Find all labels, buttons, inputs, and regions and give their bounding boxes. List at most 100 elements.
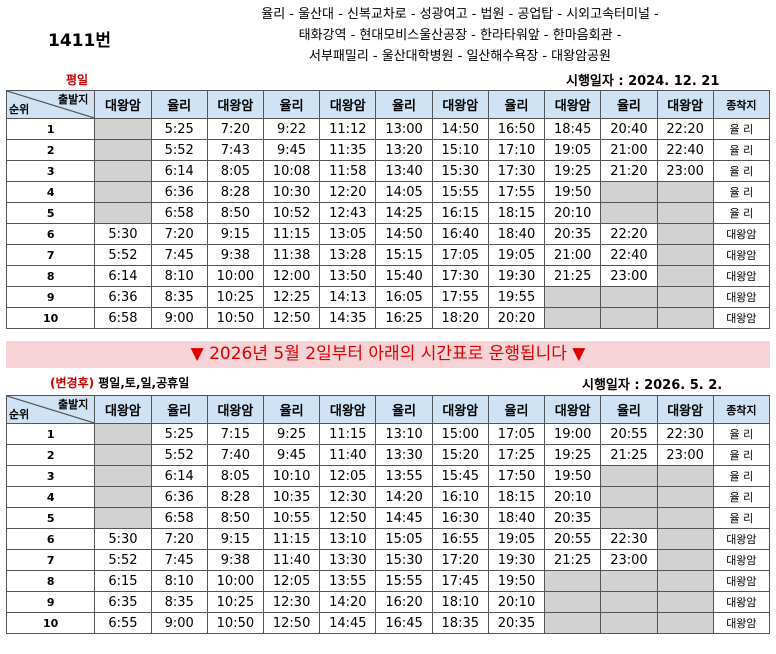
- departure-time-cell: 6:36: [94, 286, 152, 308]
- destination-cell: 율 리: [712, 181, 771, 203]
- column-header: 대왕암: [544, 395, 602, 424]
- departure-time-cell: 13:30: [319, 549, 377, 571]
- departure-time-cell: 12:25: [262, 286, 321, 308]
- departure-time-cell: 5:25: [150, 118, 208, 140]
- rank-cell: 8: [5, 570, 96, 592]
- departure-time-cell: 7:43: [206, 139, 265, 161]
- departure-time-cell: 22:20: [656, 118, 714, 140]
- departure-time-cell: 16:45: [375, 612, 433, 634]
- departure-time-cell: 7:45: [150, 244, 208, 266]
- departure-time-cell: 12:30: [262, 591, 321, 613]
- empty-cell: [544, 612, 602, 634]
- destination-cell: 율 리: [712, 202, 771, 224]
- empty-cell: [656, 265, 714, 287]
- diagonal-line: [7, 396, 94, 423]
- departure-time-cell: 16:50: [487, 118, 546, 140]
- empty-cell: [600, 612, 658, 634]
- destination-cell: 대왕암: [712, 223, 771, 245]
- empty-cell: [94, 202, 152, 224]
- column-header: 대왕암: [94, 395, 152, 424]
- departure-time-cell: 9:25: [262, 423, 321, 445]
- rank-cell: 3: [5, 465, 96, 487]
- empty-cell: [656, 244, 714, 266]
- departure-time-cell: 6:58: [94, 307, 152, 329]
- departure-time-cell: 18:15: [487, 486, 546, 508]
- departure-time-cell: 21:25: [544, 549, 602, 571]
- departure-time-cell: 19:30: [487, 549, 546, 571]
- column-header: 율리: [600, 90, 658, 119]
- rank-cell: 5: [5, 507, 96, 529]
- table-row: 1 5:25 7:20 9:22 11:12 13:00 14:50 16:50 18:45 20…: [5, 118, 771, 140]
- departure-time-cell: 20:55: [600, 423, 658, 445]
- departure-time-cell: 12:30: [319, 486, 377, 508]
- table-row: 6 5:30 7:20 9:15 11:15 13:05 14:50 16:40 18:40 20…: [5, 223, 771, 245]
- departure-time-cell: 11:58: [319, 160, 377, 182]
- departure-time-cell: 16:55: [431, 528, 489, 550]
- departure-time-cell: 22:40: [600, 244, 658, 266]
- destination-cell: 대왕암: [712, 307, 771, 329]
- departure-time-cell: 15:10: [431, 139, 489, 161]
- departure-time-cell: 8:35: [150, 286, 208, 308]
- departure-time-cell: 21:25: [600, 444, 658, 466]
- corner-header: 출발지 순위: [5, 90, 96, 119]
- departure-time-cell: 10:08: [262, 160, 321, 182]
- departure-time-cell: 12:05: [262, 570, 321, 592]
- destination-cell: 대왕암: [712, 286, 771, 308]
- column-header: 율리: [262, 90, 321, 119]
- empty-cell: [600, 202, 658, 224]
- departure-time-cell: 17:45: [431, 570, 489, 592]
- departure-time-cell: 10:50: [206, 612, 265, 634]
- effective-date: 시행일자 : 2026. 5. 2.: [582, 378, 723, 393]
- departure-time-cell: 10:00: [206, 570, 265, 592]
- table-row: 2 5:52 7:40 9:45 11:40 13:30 15:20 17:25 19:25 21…: [5, 444, 771, 466]
- departure-time-cell: 6:55: [94, 612, 152, 634]
- destination-cell: 율 리: [712, 465, 771, 487]
- empty-cell: [94, 444, 152, 466]
- table-row: 10 6:58 9:00 10:50 12:50 14:35 16:25 18:20 20:20…: [5, 307, 771, 329]
- departure-time-cell: 10:50: [206, 307, 265, 329]
- empty-cell: [600, 307, 658, 329]
- departure-time-cell: 9:38: [206, 244, 265, 266]
- rank-cell: 10: [5, 612, 96, 634]
- empty-cell: [656, 612, 714, 634]
- departure-time-cell: 10:00: [206, 265, 265, 287]
- table-row: 5 6:58 8:50 10:52 12:43 14:25 16:15 18:15 20:10 율…: [5, 202, 771, 224]
- departure-time-cell: 13:40: [375, 160, 433, 182]
- departure-time-cell: 8:28: [206, 181, 265, 203]
- empty-cell: [94, 486, 152, 508]
- corner-origin-label: 출발지: [57, 93, 89, 106]
- departure-time-cell: 5:30: [94, 528, 152, 550]
- departure-time-cell: 15:55: [431, 181, 489, 203]
- table-row: 10 6:55 9:00 10:50 12:50 14:45 16:45 18:35 20:35…: [5, 612, 771, 634]
- rank-cell: 9: [5, 286, 96, 308]
- departure-time-cell: 13:00: [375, 118, 433, 140]
- departure-time-cell: 8:10: [150, 570, 208, 592]
- destination-cell: 대왕암: [712, 549, 771, 571]
- departure-time-cell: 9:45: [262, 444, 321, 466]
- column-header: 종착지: [712, 90, 771, 119]
- table-row: 9 6:36 8:35 10:25 12:25 14:13 16:05 17:55 19:55 대…: [5, 286, 771, 308]
- departure-time-cell: 7:40: [206, 444, 265, 466]
- departure-time-cell: 12:05: [319, 465, 377, 487]
- departure-time-cell: 15:45: [431, 465, 489, 487]
- column-header: 대왕암: [206, 90, 265, 119]
- corner-origin-label: 출발지: [57, 398, 89, 411]
- column-header: 대왕암: [656, 90, 714, 119]
- departure-time-cell: 17:30: [431, 265, 489, 287]
- rank-cell: 8: [5, 265, 96, 287]
- rank-cell: 2: [5, 444, 96, 466]
- departure-time-cell: 20:40: [600, 118, 658, 140]
- departure-time-cell: 11:15: [262, 223, 321, 245]
- table-row: 7 5:52 7:45 9:38 11:40 13:30 15:30 17:20 19:30 21…: [5, 549, 771, 571]
- rank-cell: 10: [5, 307, 96, 329]
- header-row: 출발지 순위 대왕암 율리 대왕암 율리 대왕암 율리 대왕암 율리 대왕암 율리 대왕암 종착지: [5, 395, 771, 424]
- column-header: 율리: [487, 395, 546, 424]
- departure-time-cell: 20:10: [487, 591, 546, 613]
- departure-time-cell: 16:20: [375, 591, 433, 613]
- departure-time-cell: 14:50: [375, 223, 433, 245]
- destination-cell: 율 리: [712, 486, 771, 508]
- rank-cell: 4: [5, 181, 96, 203]
- departure-time-cell: 17:55: [431, 286, 489, 308]
- timetable: 출발지 순위 대왕암 율리 대왕암 율리 대왕암 율리 대왕암 율리 대왕암 율리 대왕암 종착지 1 5:2…: [5, 395, 771, 634]
- departure-time-cell: 20:35: [487, 612, 546, 634]
